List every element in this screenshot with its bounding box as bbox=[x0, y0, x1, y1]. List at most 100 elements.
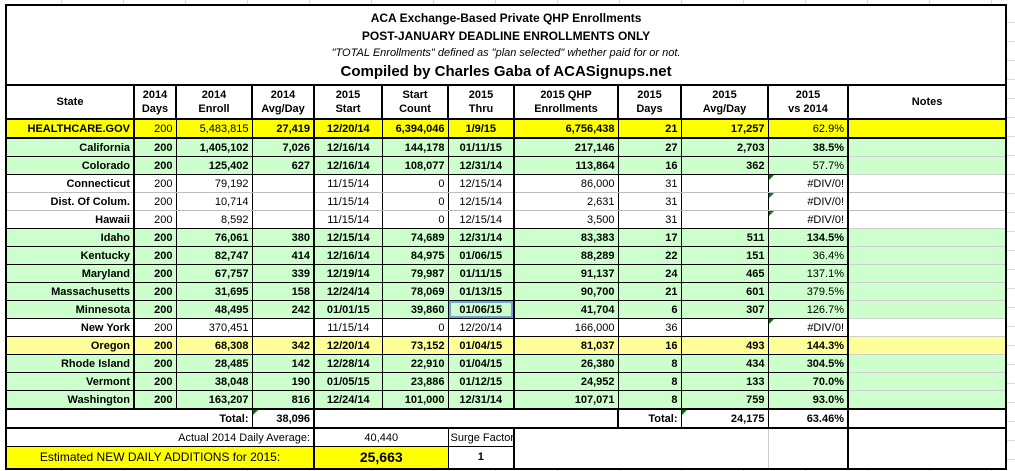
data-cell[interactable]: 6 bbox=[617, 300, 682, 319]
data-cell[interactable]: 01/06/15 bbox=[447, 300, 515, 319]
data-cell[interactable]: 01/11/15 bbox=[447, 264, 515, 283]
data-cell[interactable]: 16 bbox=[617, 336, 682, 355]
data-cell[interactable]: 01/01/15 bbox=[313, 300, 383, 319]
data-cell[interactable]: 12/15/14 bbox=[447, 174, 515, 193]
data-cell[interactable]: 73,152 bbox=[381, 336, 449, 355]
data-cell[interactable] bbox=[847, 210, 1007, 229]
data-cell[interactable]: 362 bbox=[680, 156, 769, 175]
data-cell[interactable]: 200 bbox=[133, 336, 177, 355]
data-cell[interactable] bbox=[251, 210, 315, 229]
column-header[interactable]: 2015 Start bbox=[313, 84, 383, 120]
data-cell[interactable] bbox=[251, 192, 315, 211]
data-cell[interactable]: 90,700 bbox=[513, 282, 619, 301]
data-cell[interactable] bbox=[847, 300, 1007, 319]
data-cell[interactable] bbox=[847, 354, 1007, 373]
data-cell[interactable]: 01/11/15 bbox=[447, 137, 515, 157]
data-cell[interactable]: 12/24/14 bbox=[313, 390, 383, 410]
data-cell[interactable] bbox=[680, 174, 769, 193]
data-cell[interactable]: 200 bbox=[133, 282, 177, 301]
data-cell[interactable]: 01/06/15 bbox=[447, 246, 515, 265]
data-cell[interactable]: 1,405,102 bbox=[175, 137, 253, 157]
data-cell[interactable] bbox=[847, 282, 1007, 301]
data-cell[interactable]: 17,257 bbox=[680, 118, 769, 139]
data-cell[interactable]: 38,048 bbox=[175, 372, 253, 391]
data-cell[interactable] bbox=[847, 372, 1007, 391]
data-cell[interactable]: 21 bbox=[617, 282, 682, 301]
data-cell[interactable]: 48,495 bbox=[175, 300, 253, 319]
data-cell[interactable]: 370,451 bbox=[175, 318, 253, 337]
data-cell[interactable]: 26,380 bbox=[513, 354, 619, 373]
data-cell[interactable]: 82,747 bbox=[175, 246, 253, 265]
data-cell[interactable]: 24 bbox=[617, 264, 682, 283]
data-cell[interactable]: 83,383 bbox=[513, 228, 619, 247]
estimated-additions-label[interactable]: Estimated NEW DAILY ADDITIONS for 2015: bbox=[5, 446, 315, 469]
data-cell[interactable]: 200 bbox=[133, 372, 177, 391]
data-cell[interactable]: 36 bbox=[617, 318, 682, 337]
data-cell[interactable] bbox=[847, 137, 1007, 157]
data-cell[interactable]: 31 bbox=[617, 192, 682, 211]
data-cell[interactable]: 200 bbox=[133, 246, 177, 265]
data-cell[interactable]: 12/31/14 bbox=[447, 390, 515, 410]
state-cell[interactable]: Colorado bbox=[5, 156, 135, 175]
data-cell[interactable]: 414 bbox=[251, 246, 315, 265]
data-cell[interactable] bbox=[847, 318, 1007, 337]
total-empty-cell[interactable] bbox=[313, 408, 619, 429]
data-cell[interactable]: 22 bbox=[617, 246, 682, 265]
data-cell[interactable]: 31 bbox=[617, 210, 682, 229]
data-cell[interactable]: 1/9/15 bbox=[447, 118, 515, 139]
data-cell[interactable]: 151 bbox=[680, 246, 769, 265]
data-cell[interactable]: 11/15/14 bbox=[313, 192, 383, 211]
column-header[interactable]: 2015 Avg/Day bbox=[680, 84, 769, 120]
data-cell[interactable]: 41,704 bbox=[513, 300, 619, 319]
data-cell[interactable]: 93.0% bbox=[767, 390, 849, 410]
column-header[interactable]: 2015 Days bbox=[617, 84, 682, 120]
total-label-2014[interactable]: Total: bbox=[5, 408, 253, 429]
data-cell[interactable]: 81,037 bbox=[513, 336, 619, 355]
data-cell[interactable]: 86,000 bbox=[513, 174, 619, 193]
data-cell[interactable]: 304.5% bbox=[767, 354, 849, 373]
state-cell[interactable]: Minnesota bbox=[5, 300, 135, 319]
data-cell[interactable]: 74,689 bbox=[381, 228, 449, 247]
data-cell[interactable]: 200 bbox=[133, 192, 177, 211]
data-cell[interactable]: 76,061 bbox=[175, 228, 253, 247]
state-cell[interactable]: Idaho bbox=[5, 228, 135, 247]
data-cell[interactable]: 62.9% bbox=[767, 118, 849, 139]
state-cell[interactable]: Dist. Of Colum. bbox=[5, 192, 135, 211]
data-cell[interactable]: 12/16/14 bbox=[313, 246, 383, 265]
state-cell[interactable]: New York bbox=[5, 318, 135, 337]
data-cell[interactable]: 108,077 bbox=[381, 156, 449, 175]
data-cell[interactable]: 0 bbox=[381, 174, 449, 193]
total-notes-cell[interactable] bbox=[847, 408, 1007, 429]
data-cell[interactable]: 601 bbox=[680, 282, 769, 301]
data-cell[interactable]: 134.5% bbox=[767, 228, 849, 247]
actual-average-label[interactable]: Actual 2014 Daily Average: bbox=[5, 427, 315, 447]
data-cell[interactable] bbox=[847, 390, 1007, 410]
data-cell[interactable]: 190 bbox=[251, 372, 315, 391]
data-cell[interactable]: 67,757 bbox=[175, 264, 253, 283]
total-vs-2014[interactable]: 63.46% bbox=[767, 408, 849, 429]
data-cell[interactable]: 759 bbox=[680, 390, 769, 410]
surge-factor-value[interactable]: 1 bbox=[447, 446, 515, 469]
data-cell[interactable]: 200 bbox=[133, 300, 177, 319]
data-cell[interactable]: 11/15/14 bbox=[313, 210, 383, 229]
data-cell[interactable]: #DIV/0! bbox=[767, 318, 849, 337]
data-cell[interactable]: 200 bbox=[133, 354, 177, 373]
data-cell[interactable]: 12/20/14 bbox=[313, 118, 383, 139]
state-cell[interactable]: Washington bbox=[5, 390, 135, 410]
data-cell[interactable]: 31 bbox=[617, 174, 682, 193]
data-cell[interactable]: 39,860 bbox=[381, 300, 449, 319]
data-cell[interactable]: 217,146 bbox=[513, 137, 619, 157]
data-cell[interactable]: 200 bbox=[133, 156, 177, 175]
data-cell[interactable]: 126.7% bbox=[767, 300, 849, 319]
data-cell[interactable]: 8 bbox=[617, 354, 682, 373]
data-cell[interactable]: 200 bbox=[133, 137, 177, 157]
data-cell[interactable]: 21 bbox=[617, 118, 682, 139]
data-cell[interactable]: 2,703 bbox=[680, 137, 769, 157]
data-cell[interactable]: 8,592 bbox=[175, 210, 253, 229]
data-cell[interactable]: 12/15/14 bbox=[447, 192, 515, 211]
data-cell[interactable]: 27 bbox=[617, 137, 682, 157]
data-cell[interactable]: 142 bbox=[251, 354, 315, 373]
data-cell[interactable]: 12/19/14 bbox=[313, 264, 383, 283]
footer-notes-cell[interactable] bbox=[847, 427, 1007, 469]
data-cell[interactable]: 01/04/15 bbox=[447, 354, 515, 373]
